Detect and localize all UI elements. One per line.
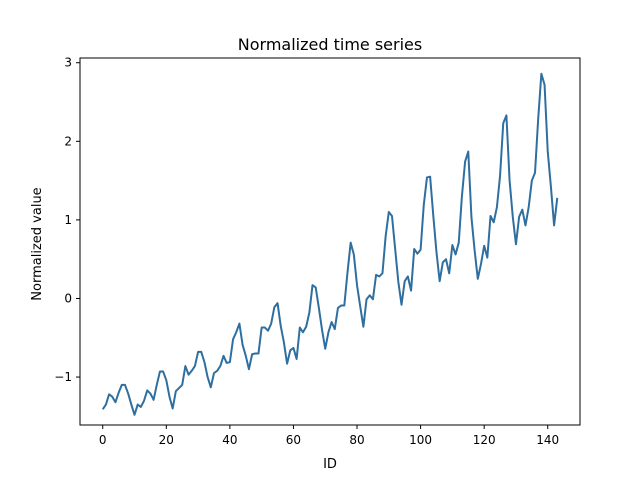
y-tick-label: 3 xyxy=(64,56,72,70)
chart-title: Normalized time series xyxy=(238,35,422,54)
series-layer xyxy=(101,72,559,416)
y-tick-label: 2 xyxy=(64,134,72,148)
x-tick-label: 80 xyxy=(349,433,364,447)
x-axis-ticks: 0 20 40 60 80 100 120 140 xyxy=(99,425,559,447)
axes-frame xyxy=(79,57,581,426)
series-line-0 xyxy=(101,72,559,416)
x-tick-label: 40 xyxy=(222,433,237,447)
x-tick-label: 20 xyxy=(159,433,174,447)
y-tick-label: 0 xyxy=(64,291,72,305)
y-axis-ticks: −1 0 1 2 3 xyxy=(54,56,80,384)
x-tick-label: 60 xyxy=(286,433,301,447)
x-tick-label: 120 xyxy=(473,433,496,447)
plot-area: 0 20 40 60 80 100 120 140 −1 0 1 2 3 xyxy=(54,56,581,447)
x-tick-label: 100 xyxy=(409,433,432,447)
y-axis-label: Normalized value xyxy=(30,187,45,300)
x-tick-label: 140 xyxy=(536,433,559,447)
y-tick-label: −1 xyxy=(54,370,72,384)
y-tick-label: 1 xyxy=(64,213,72,227)
x-tick-label: 0 xyxy=(99,433,107,447)
x-axis-label: ID xyxy=(323,457,337,472)
